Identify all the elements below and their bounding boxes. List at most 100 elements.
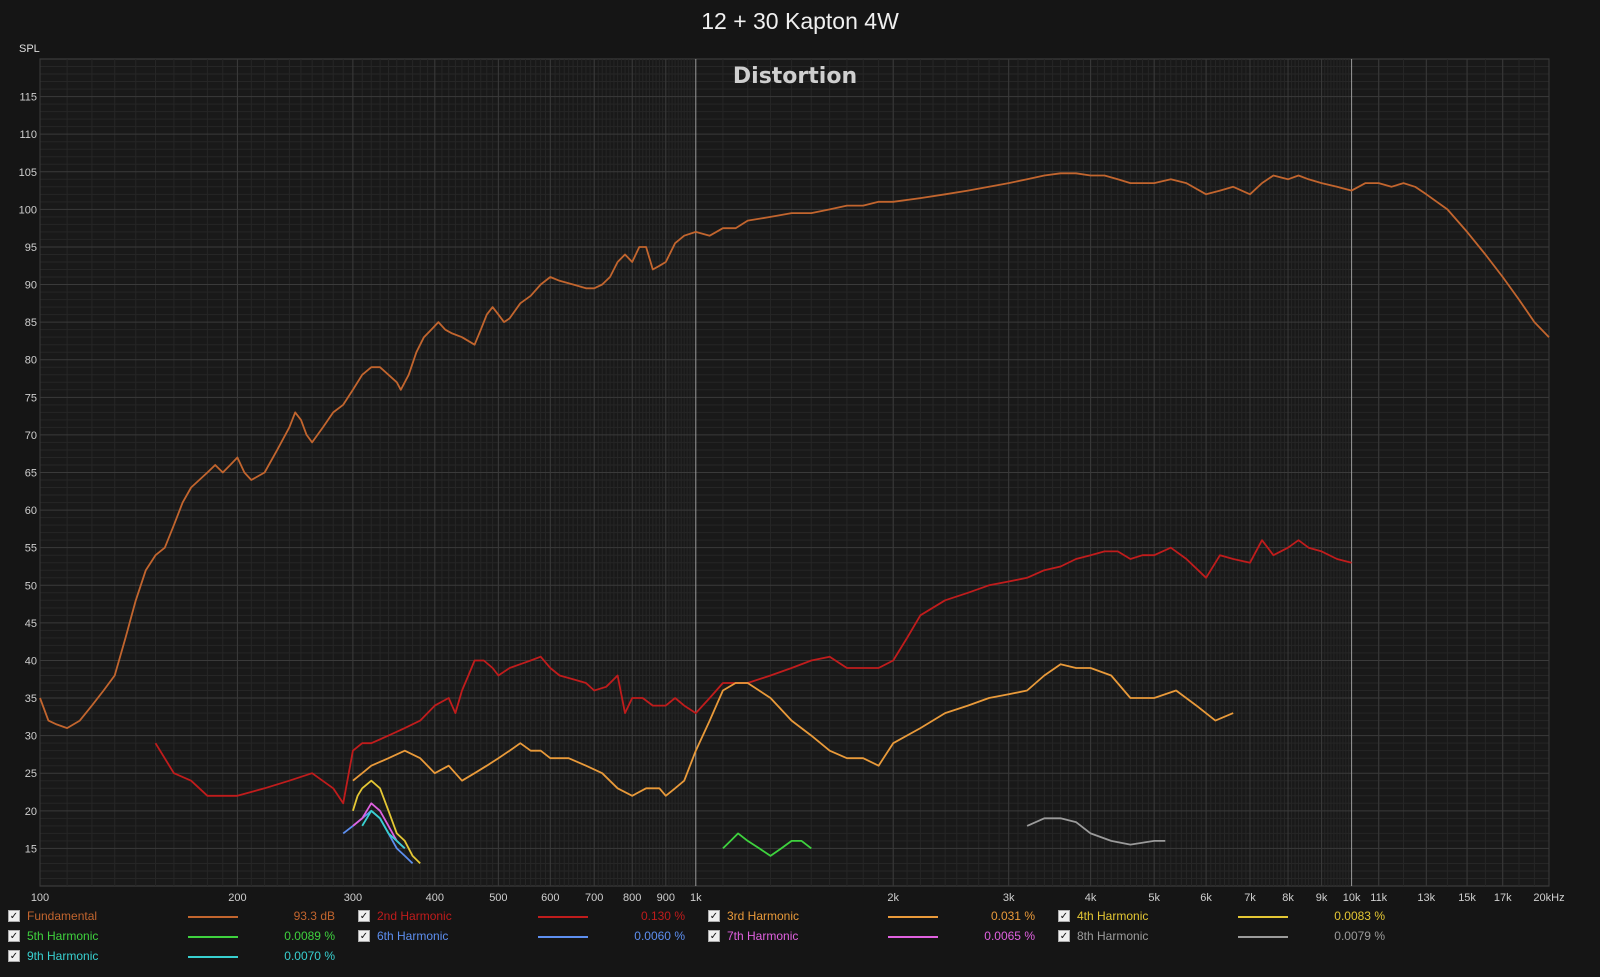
legend-value: 0.0079 % bbox=[1334, 929, 1385, 943]
legend-item-6th-harmonic: ✓ 6th Harmonic 0.0060 % bbox=[358, 927, 698, 947]
x-tick-label: 200 bbox=[228, 892, 246, 904]
y-tick-label: 40 bbox=[25, 655, 37, 667]
y-tick-label: 65 bbox=[25, 468, 37, 480]
distortion-chart: 15 20 25 30 35 40 45 50 55 60 65 70 75 80 85 90 95 100 105… bbox=[19, 43, 1565, 904]
y-tick-label: 70 bbox=[25, 430, 37, 442]
legend-swatch-line bbox=[1238, 936, 1288, 938]
legend-value: 0.0083 % bbox=[1334, 909, 1385, 923]
x-tick-label: 13k bbox=[1417, 892, 1435, 904]
x-tick-label: 4k bbox=[1085, 892, 1097, 904]
x-tick-label: 700 bbox=[585, 892, 603, 904]
legend-item-3rd-harmonic: ✓ 3rd Harmonic 0.031 % bbox=[708, 907, 1048, 927]
y-tick-label: 50 bbox=[25, 580, 37, 592]
legend-item-fundamental: ✓ Fundamental 93.3 dB bbox=[8, 907, 348, 927]
y-tick-label: 55 bbox=[25, 543, 37, 555]
legend-checkbox-3rd-harmonic[interactable]: ✓ bbox=[708, 910, 720, 922]
y-tick-label: 100 bbox=[19, 204, 37, 216]
y-axis-label: SPL bbox=[19, 43, 40, 55]
y-tick-label: 35 bbox=[25, 693, 37, 705]
y-tick-label: 105 bbox=[19, 167, 37, 179]
x-tick-label: 900 bbox=[657, 892, 675, 904]
series-line-4th-harmonic bbox=[352, 779, 421, 865]
legend-swatch-line bbox=[188, 936, 238, 938]
x-tick-label: 17k bbox=[1494, 892, 1512, 904]
x-tick-label: 9k bbox=[1316, 892, 1328, 904]
y-tick-label: 80 bbox=[25, 355, 37, 367]
y-tick-labels: 15 20 25 30 35 40 45 50 55 60 65 70 75 80 85 90 95 100 105… bbox=[19, 92, 37, 856]
series-group bbox=[39, 172, 1550, 865]
x-tick-label: 100 bbox=[31, 892, 49, 904]
legend-value: 0.130 % bbox=[640, 909, 685, 923]
x-tick-label: 2k bbox=[887, 892, 899, 904]
legend-checkbox-4th-harmonic[interactable]: ✓ bbox=[1058, 910, 1070, 922]
legend-label: 9th Harmonic bbox=[27, 949, 99, 963]
y-tick-label: 110 bbox=[19, 129, 37, 141]
x-tick-labels: 100 200 300 400 500 600 700 800 900 1k 2k 3k 4k 5k 6k 7… bbox=[31, 892, 1565, 904]
legend-label: 3rd Harmonic bbox=[727, 909, 800, 923]
y-tick-label: 25 bbox=[25, 768, 37, 780]
legend-swatch-line bbox=[538, 936, 588, 938]
x-tick-label: 11k bbox=[1370, 892, 1387, 904]
legend-item-2nd-harmonic: ✓ 2nd Harmonic 0.130 % bbox=[358, 907, 698, 927]
legend-label: 5th Harmonic bbox=[27, 929, 99, 943]
y-tick-label: 95 bbox=[25, 242, 37, 254]
x-tick-label: 1k bbox=[690, 892, 702, 904]
x-tick-label: 7k bbox=[1244, 892, 1256, 904]
x-tick-label: 10k bbox=[1343, 892, 1361, 904]
legend-checkbox-9th-harmonic[interactable]: ✓ bbox=[8, 950, 20, 962]
y-tick-label: 115 bbox=[19, 92, 37, 104]
x-tick-label: 400 bbox=[426, 892, 444, 904]
x-tick-label: 800 bbox=[623, 892, 641, 904]
x-tick-label: 5k bbox=[1148, 892, 1160, 904]
series-line-5th-harmonic bbox=[722, 832, 812, 857]
legend-checkbox-7th-harmonic[interactable]: ✓ bbox=[708, 930, 720, 942]
legend-checkbox-2nd-harmonic[interactable]: ✓ bbox=[358, 910, 370, 922]
legend-item-9th-harmonic: ✓ 9th Harmonic 0.0070 % bbox=[8, 947, 348, 967]
y-tick-label: 30 bbox=[25, 731, 37, 743]
y-tick-label: 20 bbox=[25, 806, 37, 818]
window-title: 12 + 30 Kapton 4W bbox=[701, 8, 899, 34]
series-line-3rd-harmonic bbox=[352, 663, 1234, 797]
legend-value: 0.0089 % bbox=[284, 929, 335, 943]
x-tick-label: 6k bbox=[1200, 892, 1212, 904]
legend-swatch-line bbox=[1238, 916, 1288, 918]
x-tick-label: 20kHz bbox=[1533, 892, 1564, 904]
x-tick-label: 500 bbox=[489, 892, 507, 904]
legend-checkbox-fundamental[interactable]: ✓ bbox=[8, 910, 20, 922]
legend-checkbox-8th-harmonic[interactable]: ✓ bbox=[1058, 930, 1070, 942]
x-tick-label: 600 bbox=[541, 892, 559, 904]
legend-checkbox-5th-harmonic[interactable]: ✓ bbox=[8, 930, 20, 942]
chart-title: Distortion bbox=[733, 64, 857, 89]
y-tick-label: 85 bbox=[25, 317, 37, 329]
series-line-2nd-harmonic bbox=[154, 539, 1352, 805]
legend-label: Fundamental bbox=[27, 909, 98, 923]
legend-swatch-line bbox=[888, 936, 938, 938]
legend-label: 7th Harmonic bbox=[727, 929, 799, 943]
legend: ✓ Fundamental 93.3 dB ✓ 2nd Harmonic 0.130 % ✓… bbox=[0, 909, 1600, 977]
legend-swatch-line bbox=[538, 916, 588, 918]
legend-swatch-line bbox=[188, 956, 238, 958]
y-tick-label: 15 bbox=[25, 843, 37, 855]
grid-major bbox=[39, 59, 1550, 886]
x-tick-label: 3k bbox=[1003, 892, 1015, 904]
legend-item-7th-harmonic: ✓ 7th Harmonic 0.0065 % bbox=[708, 927, 1048, 947]
legend-label: 2nd Harmonic bbox=[377, 909, 452, 923]
legend-value: 0.0070 % bbox=[284, 949, 335, 963]
x-tick-label: 300 bbox=[344, 892, 362, 904]
legend-value: 0.0065 % bbox=[984, 929, 1035, 943]
y-tick-label: 75 bbox=[25, 392, 37, 404]
legend-checkbox-6th-harmonic[interactable]: ✓ bbox=[358, 930, 370, 942]
legend-value: 0.031 % bbox=[990, 909, 1035, 923]
series-line-8th-harmonic bbox=[1026, 817, 1166, 846]
legend-item-8th-harmonic: ✓ 8th Harmonic 0.0079 % bbox=[1058, 927, 1398, 947]
legend-item-4th-harmonic: ✓ 4th Harmonic 0.0083 % bbox=[1058, 907, 1398, 927]
y-tick-label: 60 bbox=[25, 505, 37, 517]
y-tick-label: 45 bbox=[25, 618, 37, 630]
legend-swatch-line bbox=[188, 916, 238, 918]
series-line-9th-harmonic bbox=[361, 809, 406, 850]
series-line-fundamental bbox=[39, 172, 1550, 729]
legend-item-5th-harmonic: ✓ 5th Harmonic 0.0089 % bbox=[8, 927, 348, 947]
x-tick-label: 15k bbox=[1458, 892, 1476, 904]
y-tick-label: 90 bbox=[25, 280, 37, 292]
x-tick-label: 8k bbox=[1282, 892, 1294, 904]
